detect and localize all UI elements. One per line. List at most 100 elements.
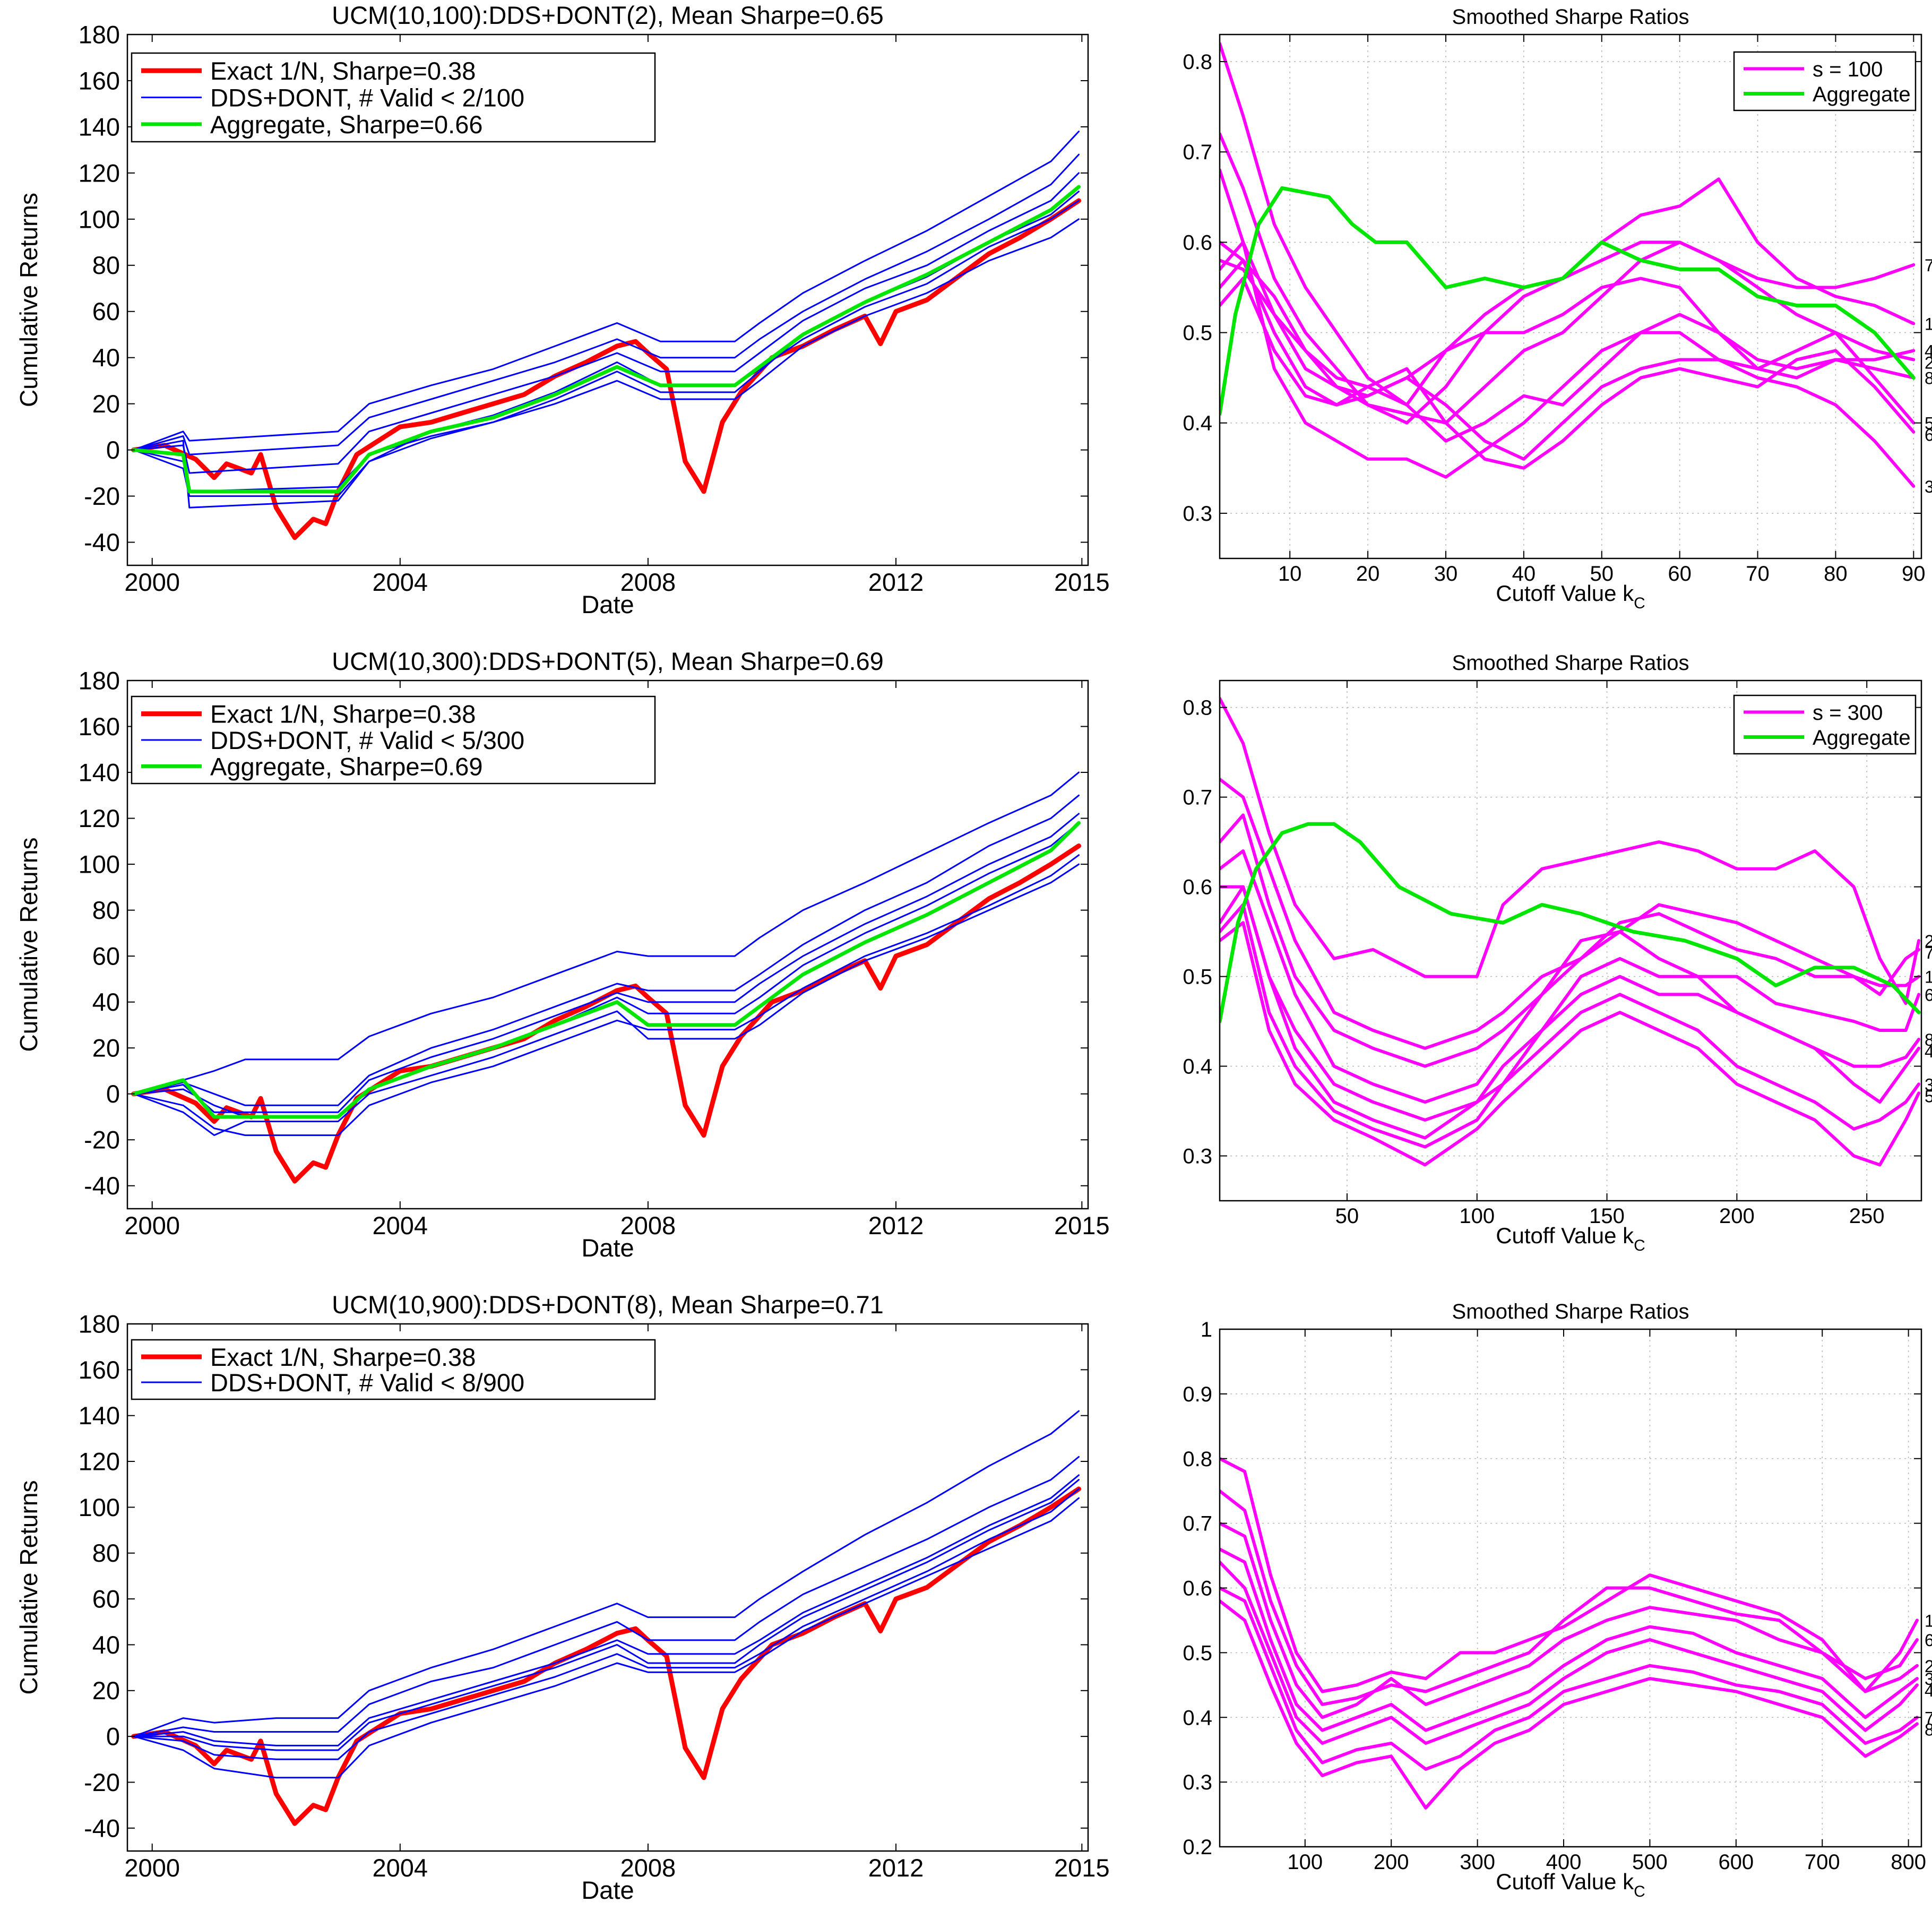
series-line-0 [131,198,1081,540]
legend-label: Aggregate [1813,726,1911,750]
x-tick-label: 90 [1902,562,1926,586]
y-tick-label: 0 [106,436,120,464]
y-tick-label: 20 [92,390,120,418]
series-line-8 [1220,822,1921,1023]
y-tick-label: 20 [92,1034,120,1062]
legend-box [131,52,656,143]
y-axis-label: Cumulative Returns [15,193,42,407]
x-axis-label: Date [581,1876,634,1904]
x-tick-label: 2012 [868,568,924,596]
y-tick-label: 180 [79,666,120,694]
x-tick-label: 2008 [620,568,676,596]
y-tick-label: -20 [84,482,120,510]
y-tick-label: 20 [92,1676,120,1705]
x-tick-label: 50 [1590,562,1614,586]
series-line-6 [1220,277,1916,470]
x-tick-label: 2012 [868,1211,924,1239]
y-tick-label: 40 [92,988,120,1016]
chart-title: UCM(10,900):DDS+DONT(8), Mean Sharpe=0.7… [332,1290,884,1319]
series-group [131,771,1081,1184]
series-line-5 [1220,259,1916,461]
y-tick-label: 0.4 [1183,412,1212,435]
y-tick-label: 100 [79,850,120,879]
series-end-label: 4 [1925,342,1932,361]
series-line-0 [1220,1457,1919,1693]
y-tick-label: 120 [79,804,120,832]
series-line-7 [132,185,1081,494]
chart-title: Smoothed Sharpe Ratios [1452,1300,1689,1323]
x-axis-label-subscript: C [1634,595,1645,612]
y-tick-label: 100 [79,1493,120,1521]
series-end-label: 2 [1925,1657,1932,1676]
x-tick-label: 60 [1668,562,1692,586]
series-line-5 [133,863,1080,1137]
y-tick-label: 140 [79,1401,120,1430]
series-end-label: 3 [1925,1669,1932,1689]
series-line-4 [133,854,1080,1137]
series-group [131,131,1081,540]
legend-box [131,695,656,785]
series-end-label: 7 [1925,1708,1932,1727]
series-line-2 [1220,168,1916,398]
series-end-label: 1 [1925,315,1932,334]
series-group [131,1410,1081,1826]
x-tick-label: 2000 [124,1211,180,1239]
series-line-2 [133,1456,1080,1737]
y-axis-label: Cumulative Returns [15,838,42,1052]
y-tick-label: -40 [84,528,120,556]
x-tick-label: 2015 [1054,1211,1110,1239]
y-tick-label: 60 [92,297,120,325]
series-line-3 [133,1474,1080,1746]
chart-panel-ts1: 2000 2004 2008 2012 2015 -40 -20 0 20 40 60 80 100 12… [15,1,1110,618]
y-tick-label: 0.7 [1183,141,1212,164]
x-tick-label: 500 [1632,1850,1668,1874]
x-tick-label: 800 [1891,1850,1926,1874]
y-tick-label: 0.2 [1183,1836,1212,1859]
series-line-7 [1220,240,1916,488]
chart-title: UCM(10,100):DDS+DONT(2), Mean Sharpe=0.6… [332,1,884,29]
x-tick-label: 80 [1824,562,1848,586]
x-tick-label: 200 [1374,1850,1409,1874]
x-tick-label: 40 [1512,562,1536,586]
x-tick-label: 100 [1459,1204,1495,1228]
x-tick-label: 200 [1719,1204,1755,1228]
x-tick-label: 2008 [620,1854,676,1882]
series-line-2 [133,794,1080,1106]
y-tick-label: 0.3 [1183,1771,1212,1794]
y-tick-label: 0.4 [1183,1055,1212,1079]
series-line-4 [133,218,1080,493]
series-end-label: 5 [1925,1087,1932,1106]
series-line-2 [133,131,1080,451]
x-tick-label: 2015 [1054,1854,1110,1882]
series-end-label: 8 [1925,1720,1932,1739]
chart-panel-sh1: 10 20 30 40 50 60 70 80 90 0.3 0.4 0.5 0.6 0.7 0.8 Smoo… [1183,5,1932,612]
series-end-label: 1 [1925,968,1932,987]
y-tick-label: 160 [79,712,120,741]
y-tick-label: 180 [79,20,120,48]
y-tick-label: 0.3 [1183,1145,1212,1168]
x-axis-label: Cutoff Value kC [1496,1223,1645,1254]
chart-title: Smoothed Sharpe Ratios [1452,5,1689,29]
series-line-7 [1220,921,1921,1167]
y-tick-label: 160 [79,1356,120,1384]
legend-label: Aggregate, Sharpe=0.69 [210,752,483,780]
y-tick-label: 0.4 [1183,1706,1212,1729]
y-tick-label: 40 [92,343,120,372]
chart-panel-ts2: 2000 2004 2008 2012 2015 -40 -20 0 20 40 60 80 100 12… [15,647,1110,1262]
x-tick-label: 2004 [373,568,428,596]
series-line-4 [1220,1560,1919,1745]
series-end-label: 6 [1925,985,1932,1004]
y-tick-label: 80 [92,896,120,924]
x-tick-label: 2008 [620,1211,676,1239]
x-tick-label: 70 [1746,562,1770,586]
series-line-1 [1220,132,1916,425]
y-tick-label: 0.8 [1183,696,1212,720]
y-tick-label: 1 [1201,1318,1212,1341]
series-group [1220,696,1921,1167]
series-line-2 [1220,813,1921,1068]
x-tick-label: 300 [1460,1850,1495,1874]
legend-box [1733,51,1917,111]
series-line-3 [1220,1547,1919,1732]
